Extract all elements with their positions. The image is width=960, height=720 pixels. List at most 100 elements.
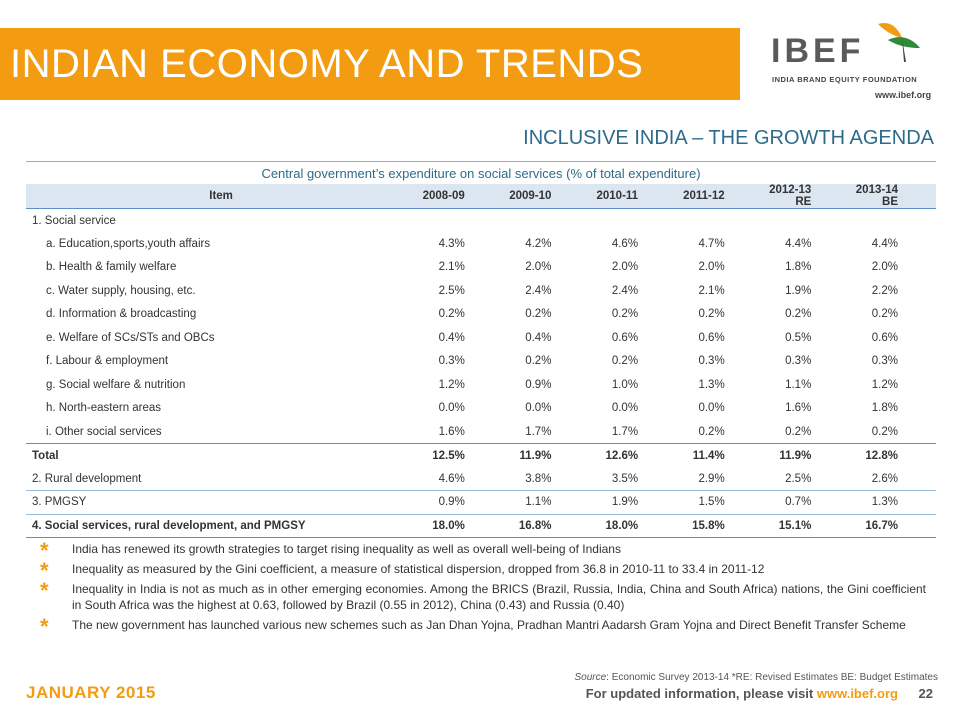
cell-value: 2.9% — [676, 467, 763, 491]
cell-value: 0.6% — [611, 331, 639, 344]
footer-date: JANUARY 2015 — [26, 683, 156, 702]
bullet-star-icon: * — [40, 538, 49, 563]
cell-value: 1.3% — [849, 490, 936, 515]
row-label: 1. Social service — [32, 214, 116, 227]
row-label: b. Health & family welfare — [46, 261, 177, 274]
cell-value: 0.2% — [611, 355, 639, 368]
row-label: i. Other social services — [46, 425, 162, 438]
cell-value: 1.0% — [611, 378, 639, 391]
cell-value — [676, 209, 763, 233]
row-label: 3. PMGSY — [26, 490, 417, 515]
cell-value: 0.2% — [698, 308, 725, 321]
cell-value: 2.0% — [698, 261, 725, 274]
bullet-star-icon: * — [40, 614, 49, 639]
cell-value: 0.0% — [611, 402, 639, 415]
cell-value: 1.8% — [785, 261, 812, 274]
column-header: 2009-10 — [502, 184, 590, 209]
title-bar: INDIAN ECONOMY AND TRENDS — [0, 28, 740, 100]
cell-value: 2.0% — [525, 261, 552, 274]
cell-value: 12.8% — [849, 443, 936, 467]
cell-value: 1.6% — [438, 425, 465, 438]
row-label: g. Social welfare & nutrition — [46, 378, 186, 391]
table-row: i. Other social services 1.6% 1.7% 1.7% 0.2%… — [26, 420, 936, 444]
footer-info: For updated information, please visit ww… — [586, 686, 898, 701]
row-label: a. Education,sports,youth affairs — [46, 237, 211, 250]
cell-value: 0.3% — [438, 355, 465, 368]
column-header: 2013-14 BE — [849, 184, 936, 209]
cell-value: 0.2% — [438, 308, 465, 321]
table-title: Central government’s expenditure on soci… — [261, 166, 701, 181]
expenditure-table: Item 2008-09 2009-10 2010-11 2011-12 201… — [26, 184, 936, 538]
section-subtitle: INCLUSIVE INDIA – THE GROWTH AGENDA — [523, 127, 934, 149]
cell-value: 1.7% — [611, 425, 639, 438]
cell-value: 2.5% — [762, 467, 850, 491]
bullet-text: Inequality in India is not as much as in… — [72, 582, 926, 612]
cell-value: 0.9% — [525, 378, 552, 391]
row-label: 4. Social services, rural development, a… — [26, 513, 417, 538]
cell-value: 2.6% — [849, 467, 936, 491]
bullet-text: India has renewed its growth strategies … — [72, 542, 621, 556]
cell-value: 11.9% — [502, 443, 590, 467]
cell-value: 2.4% — [525, 284, 552, 297]
cell-value: 1.2% — [871, 378, 898, 391]
table-row: 3. PMGSY 0.9% 1.1% 1.9% 1.5% 0.7% 1.3% — [26, 490, 936, 515]
cell-value: 0.0% — [698, 402, 725, 415]
table-row: g. Social welfare & nutrition 1.2% 0.9% 1.0… — [26, 373, 936, 397]
cell-value: 1.2% — [438, 378, 465, 391]
cell-value — [763, 209, 850, 233]
table-row: Total 12.5% 11.9% 12.6% 11.4% 11.9% 12.8% — [26, 443, 936, 467]
table-row: h. North-eastern areas 0.0% 0.0% 0.0% 0.0% 1.… — [26, 397, 936, 421]
bullet-item: * Inequality in India is not as much as i… — [38, 580, 926, 613]
cell-value: 0.2% — [525, 308, 552, 321]
cell-value: 1.7% — [525, 425, 552, 438]
cell-value: 2.0% — [871, 261, 898, 274]
cell-value: 16.7% — [849, 513, 936, 538]
cell-value: 2.4% — [611, 284, 639, 297]
divider — [26, 161, 936, 162]
cell-value: 0.0% — [438, 402, 465, 415]
table-row: 2. Rural development 4.6% 3.8% 3.5% 2.9% 2.5%… — [26, 467, 936, 491]
cell-value: 18.0% — [416, 513, 503, 538]
cell-value: 0.2% — [871, 308, 898, 321]
cell-value: 4.6% — [416, 467, 503, 491]
bullet-item: * India has renewed its growth strategies… — [38, 538, 926, 563]
page-number: 22 — [918, 686, 933, 701]
bullet-star-icon: * — [40, 558, 49, 583]
cell-value: 4.2% — [525, 237, 552, 250]
cell-value: 1.3% — [698, 378, 725, 391]
logo-brand: IBEF — [771, 32, 865, 70]
footer-link[interactable]: www.ibef.org — [816, 686, 898, 701]
row-label: f. Labour & employment — [46, 355, 169, 368]
table-row: e. Welfare of SCs/STs and OBCs 0.4% 0.4% 0.… — [26, 326, 936, 350]
table-row: b. Health & family welfare 2.1% 2.0% 2.0% 2.… — [26, 256, 936, 280]
cell-value: 1.8% — [871, 402, 898, 415]
cell-value: 0.3% — [698, 355, 725, 368]
cell-value: 15.1% — [762, 513, 850, 538]
bullet-text: Inequality as measured by the Gini coeff… — [72, 562, 765, 576]
column-header: 2011-12 — [676, 184, 763, 209]
cell-value: 0.0% — [525, 402, 552, 415]
source-label: Source — [574, 672, 607, 683]
column-header: 2012-13 RE — [762, 184, 850, 209]
cell-value: 3.5% — [589, 467, 677, 491]
ibef-flag-logo-icon — [878, 22, 920, 62]
cell-value: 0.3% — [785, 355, 812, 368]
cell-value: 16.8% — [502, 513, 590, 538]
row-label: c. Water supply, housing, etc. — [46, 284, 196, 297]
cell-value: 1.5% — [676, 490, 763, 515]
column-header: Item — [26, 184, 417, 209]
cell-value: 0.2% — [871, 425, 898, 438]
cell-value: 0.6% — [698, 331, 725, 344]
cell-value: 15.8% — [676, 513, 763, 538]
cell-value: 0.9% — [416, 490, 503, 515]
cell-value: 0.7% — [762, 490, 850, 515]
table-row: f. Labour & employment 0.3% 0.2% 0.2% 0.3% 0.… — [26, 350, 936, 374]
page-title: INDIAN ECONOMY AND TRENDS — [10, 42, 644, 86]
logo-url[interactable]: www.ibef.org — [875, 90, 932, 100]
bullet-item: * The new government has launched various… — [38, 614, 926, 639]
ibef-logo[interactable]: IBEF INDIA BRAND EQUITY FOUNDATION www.i… — [755, 18, 950, 108]
cell-value: 11.4% — [676, 443, 763, 467]
cell-value: 4.3% — [438, 237, 465, 250]
bullet-item: * Inequality as measured by the Gini coef… — [38, 558, 926, 583]
row-label: Total — [26, 443, 417, 467]
